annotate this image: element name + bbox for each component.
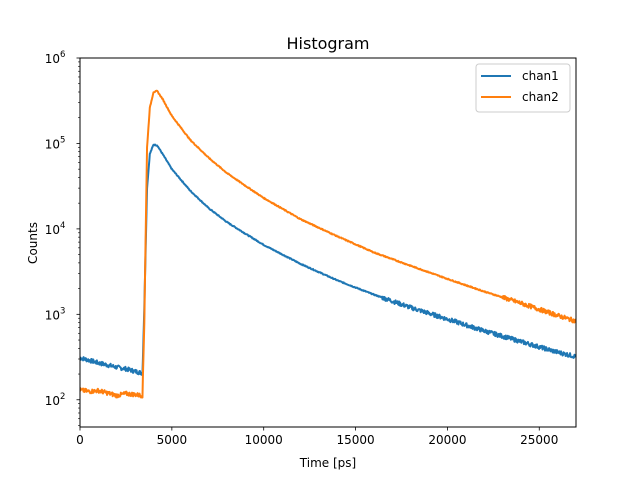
x-tick-label: 25000 [520, 433, 558, 447]
legend-label-chan1: chan1 [522, 69, 559, 83]
y-tick-exponent: 6 [60, 50, 65, 60]
y-tick-label: 10 [45, 52, 60, 66]
y-tick-label: 10 [45, 137, 60, 151]
y-tick-exponent: 3 [60, 306, 65, 316]
x-tick-label: 15000 [336, 433, 374, 447]
x-tick-label: 20000 [428, 433, 466, 447]
series-line-chan1 [80, 143, 576, 376]
y-axis-label: Counts [26, 222, 40, 264]
y-tick-exponent: 2 [60, 392, 65, 402]
plot-lines [80, 89, 576, 399]
legend: chan1 chan2 [475, 63, 571, 113]
x-tick-label: 10000 [245, 433, 283, 447]
y-tick-label: 10 [45, 394, 60, 408]
x-tick-label: 0 [76, 433, 84, 447]
legend-label-chan2: chan2 [522, 90, 559, 104]
y-tick-label: 10 [45, 308, 60, 322]
axes-frame [79, 57, 577, 428]
x-axis-ticks: 0 5000 10000 15000 20000 25000 [76, 427, 558, 447]
x-tick-label: 5000 [157, 433, 188, 447]
y-tick-exponent: 4 [60, 221, 65, 231]
chart-title: Histogram [287, 34, 370, 53]
x-axis-label: Time [ps] [299, 456, 356, 470]
series-line-chan2 [80, 89, 576, 399]
y-tick-label: 10 [45, 223, 60, 237]
y-tick-exponent: 5 [60, 135, 65, 145]
